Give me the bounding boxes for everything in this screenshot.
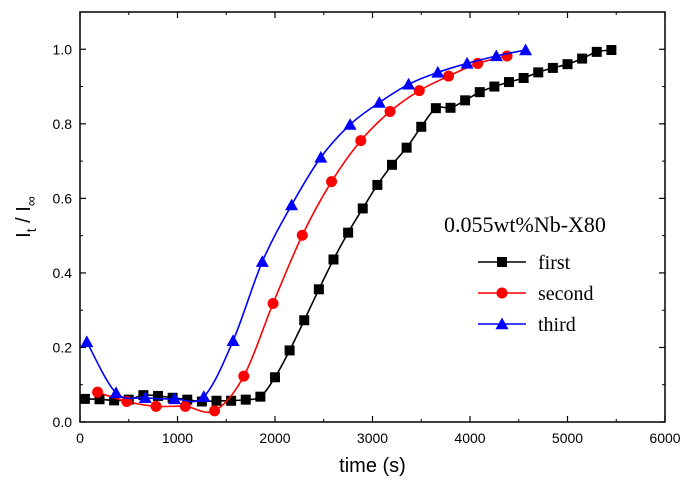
data-point-second (209, 405, 221, 417)
data-point-first (445, 102, 456, 113)
legend-marker-third (495, 317, 509, 330)
data-point-first (313, 284, 324, 295)
data-point-second (296, 229, 308, 241)
data-point-first (416, 121, 427, 132)
data-point-first (606, 45, 617, 56)
data-point-first (474, 87, 485, 98)
data-point-first (94, 394, 105, 405)
data-point-third (314, 150, 328, 163)
x-tick-label: 3000 (357, 430, 388, 446)
legend-label-third: third (538, 314, 576, 336)
y-tick-label: 0.0 (53, 414, 73, 430)
data-point-third (80, 335, 94, 348)
x-tick-label: 5000 (552, 430, 583, 446)
data-point-first (430, 103, 441, 114)
x-tick-label: 6000 (649, 430, 680, 446)
data-point-third (138, 391, 152, 403)
data-point-first (109, 395, 120, 406)
data-point-first (387, 159, 397, 170)
data-point-third (460, 56, 474, 69)
data-point-second (355, 135, 367, 147)
y-tick-label: 0.4 (53, 265, 73, 281)
data-point-second (179, 400, 191, 412)
data-point-second (384, 106, 396, 118)
data-point-third (489, 49, 503, 62)
series-line-third (86, 49, 526, 403)
data-point-first (357, 203, 368, 214)
chart-annotation: 0.055wt%Nb-X80 (444, 212, 606, 237)
data-point-second (326, 176, 338, 188)
data-point-first (211, 395, 222, 406)
y-axis-title: It / I∞ (13, 196, 39, 238)
y-label-subscript-t: t (23, 228, 39, 232)
data-point-first (255, 391, 266, 402)
data-point-first (182, 394, 193, 405)
data-point-first (401, 142, 412, 153)
data-point-first (518, 72, 529, 83)
y-label-subscript-infinity: ∞ (23, 196, 39, 206)
x-tick-label: 0 (76, 430, 84, 446)
data-point-first (240, 394, 251, 405)
data-point-first (153, 390, 163, 401)
data-point-third (519, 43, 533, 56)
y-tick-label: 0.2 (53, 339, 73, 355)
data-point-first (489, 81, 500, 92)
data-point-second (150, 400, 162, 412)
data-point-first (226, 395, 237, 406)
data-point-second (413, 85, 425, 97)
y-label-base: I (13, 232, 35, 238)
data-point-third (285, 198, 299, 211)
data-point-first (79, 393, 90, 404)
y-tick-label: 1.0 (53, 41, 73, 57)
data-point-first (504, 77, 514, 88)
data-point-third (372, 96, 386, 108)
data-point-third (402, 77, 416, 90)
x-tick-label: 1000 (162, 430, 193, 446)
data-point-third (343, 118, 357, 130)
x-axis-title: time (s) (339, 455, 406, 477)
data-point-first (299, 315, 310, 326)
data-point-first (460, 95, 471, 106)
legend-label-first: first (538, 252, 571, 274)
data-point-first (547, 62, 558, 73)
y-label-base: I (13, 206, 35, 212)
y-tick-label: 0.6 (53, 190, 73, 206)
data-point-third (255, 255, 269, 267)
legend-marker-first (497, 257, 507, 267)
y-tick-label: 0.8 (53, 116, 73, 132)
data-point-first (533, 67, 544, 78)
data-point-third (168, 392, 182, 405)
y-label-separator: / (13, 212, 35, 229)
data-point-first (591, 46, 602, 57)
data-point-second (238, 370, 250, 382)
data-point-first (372, 179, 383, 190)
data-point-second (267, 297, 279, 309)
legend-marker-second (496, 287, 508, 299)
data-point-second (92, 386, 104, 398)
data-point-second (443, 70, 455, 82)
legend-label-second: second (538, 283, 594, 305)
data-point-third (226, 334, 240, 346)
data-point-first (343, 227, 354, 238)
x-tick-label: 4000 (454, 430, 485, 446)
x-tick-label: 2000 (259, 430, 290, 446)
data-point-third (109, 386, 123, 399)
data-point-first (328, 254, 339, 265)
data-point-first (577, 53, 588, 64)
data-point-first (562, 59, 573, 70)
data-point-third (197, 390, 211, 402)
data-point-third (431, 65, 445, 78)
data-point-first (284, 345, 295, 356)
data-point-first (270, 372, 280, 383)
